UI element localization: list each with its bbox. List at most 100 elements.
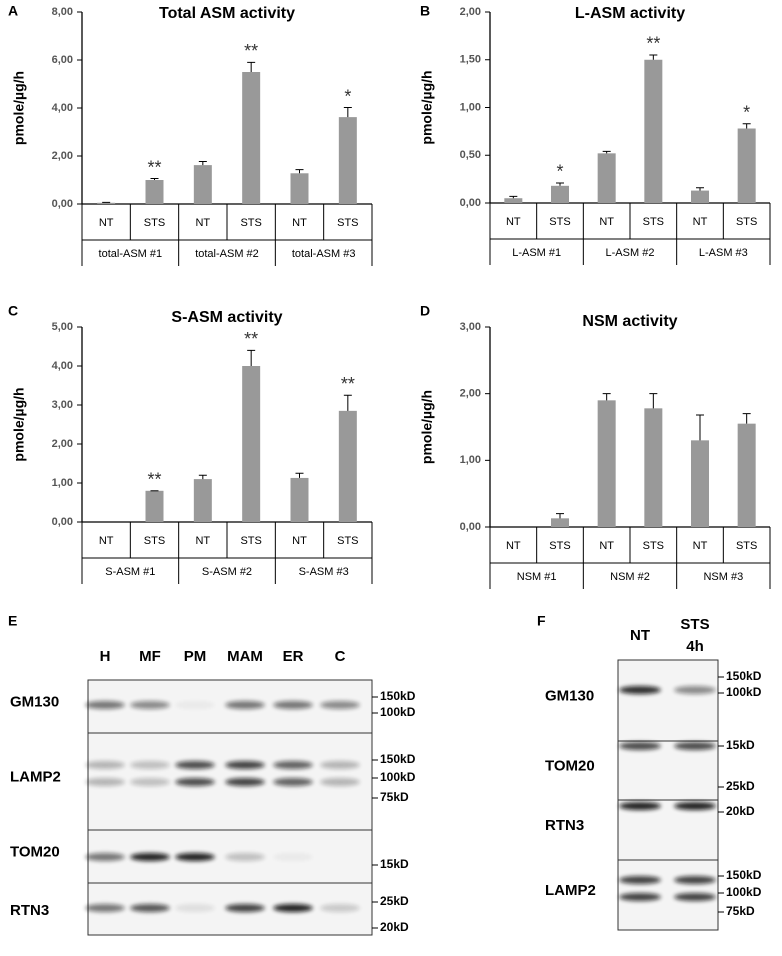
bar xyxy=(338,410,357,522)
x-tick-label: NT xyxy=(99,217,114,229)
bar xyxy=(242,366,261,522)
blot-band xyxy=(273,778,313,786)
row-label: LAMP2 xyxy=(545,882,596,899)
group-label: NSM #3 xyxy=(703,571,743,583)
error-bar xyxy=(556,513,564,519)
x-tick-label: NT xyxy=(693,216,708,228)
bar xyxy=(290,173,309,204)
x-tick-label: NT xyxy=(195,535,210,547)
blot-band xyxy=(175,904,215,912)
x-tick-label: NT xyxy=(506,216,521,228)
x-tick-label: NT xyxy=(195,217,210,229)
y-tick-label: 0,00 xyxy=(460,521,481,533)
blot-band xyxy=(273,701,313,709)
blot-band xyxy=(175,761,215,769)
blot-band xyxy=(320,761,360,769)
error-bar xyxy=(509,195,518,199)
blot-band xyxy=(674,876,716,884)
marker-label: 100kD xyxy=(726,685,762,699)
lane-label: MAM xyxy=(227,648,263,665)
marker-label: 25kD xyxy=(380,894,409,908)
y-tick-label: 1,00 xyxy=(52,477,73,489)
blot-band xyxy=(225,853,265,861)
blot-band xyxy=(130,853,170,861)
panel-letter: A xyxy=(8,3,18,19)
y-tick-label: 2,00 xyxy=(52,438,73,450)
error-bar xyxy=(742,123,751,129)
group-label: L-ASM #2 xyxy=(606,247,655,259)
blot-strip xyxy=(617,740,719,801)
blot-band xyxy=(85,778,125,786)
y-tick-label: 0,00 xyxy=(460,197,481,209)
blot-band xyxy=(175,778,215,786)
panel-letter: F xyxy=(537,613,546,629)
y-tick-label: 1,00 xyxy=(460,101,481,113)
x-tick-label: STS xyxy=(736,216,757,228)
bar xyxy=(193,165,212,204)
blot-band xyxy=(85,761,125,769)
error-bar xyxy=(696,187,704,191)
error-bar xyxy=(295,169,304,174)
y-tick-label: 1,00 xyxy=(460,454,481,466)
y-tick-label: 6,00 xyxy=(52,54,73,66)
group-label: S-ASM #1 xyxy=(105,566,155,578)
x-tick-label: STS xyxy=(144,217,165,229)
x-tick-label: STS xyxy=(337,217,358,229)
y-tick-label: 1,50 xyxy=(460,54,481,66)
bar xyxy=(737,128,756,203)
bar xyxy=(597,153,616,203)
group-label: NSM #2 xyxy=(610,571,650,583)
marker-label: 20kD xyxy=(726,804,755,818)
y-axis-label: pmole/µg/h xyxy=(11,71,27,145)
bar xyxy=(597,400,616,527)
significance: ** xyxy=(341,374,355,394)
x-tick-label: NT xyxy=(506,540,521,552)
bar xyxy=(737,423,756,527)
marker-label: 15kD xyxy=(726,738,755,752)
y-tick-label: 0,00 xyxy=(52,516,73,528)
blot-band xyxy=(619,876,661,884)
x-tick-label: STS xyxy=(549,216,570,228)
row-label: LAMP2 xyxy=(10,768,61,785)
bar xyxy=(290,477,309,522)
significance: * xyxy=(556,162,563,182)
y-tick-label: 8,00 xyxy=(52,6,73,18)
bar xyxy=(644,408,663,527)
bar xyxy=(504,198,523,203)
chart-title: Total ASM activity xyxy=(159,5,295,22)
blot-band xyxy=(130,904,170,912)
x-tick-label: NT xyxy=(292,535,307,547)
lane-label: MF xyxy=(139,648,161,665)
blot-band xyxy=(225,778,265,786)
blot-band xyxy=(130,701,170,709)
y-tick-label: 5,00 xyxy=(52,321,73,333)
blot-strip xyxy=(617,799,719,861)
x-tick-label: STS xyxy=(144,535,165,547)
lane-label: PM xyxy=(184,648,207,665)
error-bar xyxy=(602,150,611,154)
marker-label: 25kD xyxy=(726,779,755,793)
panel-letter: E xyxy=(8,613,17,629)
blot-band xyxy=(273,853,313,861)
x-tick-label: NT xyxy=(599,540,614,552)
error-bar xyxy=(742,413,751,424)
lane-label: ER xyxy=(283,648,304,665)
blot-band xyxy=(175,853,215,861)
row-label: TOM20 xyxy=(545,757,595,774)
marker-label: 15kD xyxy=(380,857,409,871)
blot-band xyxy=(85,904,125,912)
blot-band xyxy=(674,802,716,810)
marker-label: 150kD xyxy=(380,752,416,766)
error-bar xyxy=(247,61,256,72)
blot-band xyxy=(130,778,170,786)
x-tick-label: STS xyxy=(643,540,664,552)
x-tick-label: STS xyxy=(240,217,261,229)
bar xyxy=(551,518,569,527)
bar xyxy=(242,72,261,204)
error-bar xyxy=(150,178,159,180)
marker-label: 150kD xyxy=(726,669,762,683)
bar xyxy=(551,185,569,203)
row-label: RTN3 xyxy=(10,902,49,919)
group-label: L-ASM #3 xyxy=(699,247,748,259)
